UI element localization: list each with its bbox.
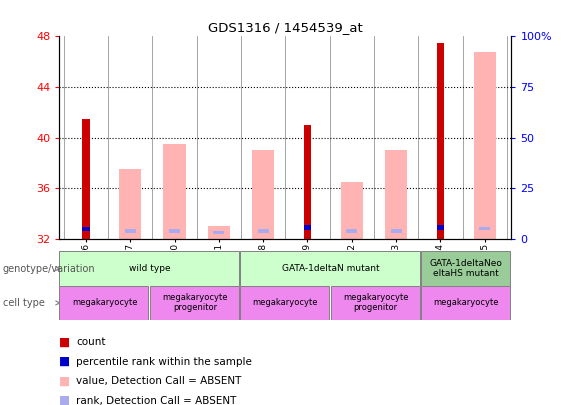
Bar — [119, 169, 141, 239]
Text: ■: ■ — [59, 375, 71, 388]
Bar — [385, 150, 407, 239]
Bar — [473, 52, 496, 239]
Text: megakaryocyte: megakaryocyte — [253, 298, 318, 307]
Bar — [437, 225, 444, 230]
Bar — [303, 225, 311, 230]
Bar — [390, 230, 402, 232]
Bar — [346, 230, 357, 232]
Text: cell type: cell type — [3, 298, 45, 308]
Bar — [240, 286, 329, 320]
Bar — [214, 231, 224, 234]
Text: genotype/variation: genotype/variation — [3, 264, 95, 273]
Text: ■: ■ — [59, 394, 71, 405]
Text: count: count — [76, 337, 106, 347]
Bar — [479, 227, 490, 230]
Bar — [59, 251, 239, 286]
Bar — [169, 230, 180, 232]
Text: percentile rank within the sample: percentile rank within the sample — [76, 357, 252, 367]
Bar — [125, 230, 136, 232]
Text: rank, Detection Call = ABSENT: rank, Detection Call = ABSENT — [76, 396, 237, 405]
Title: GDS1316 / 1454539_at: GDS1316 / 1454539_at — [208, 21, 363, 34]
Bar — [208, 226, 230, 239]
Bar — [341, 182, 363, 239]
Text: ■: ■ — [59, 355, 71, 368]
Bar — [59, 286, 149, 320]
Text: megakaryocyte
progenitor: megakaryocyte progenitor — [343, 293, 408, 312]
Bar — [252, 150, 274, 239]
Bar — [82, 226, 90, 231]
Text: value, Detection Call = ABSENT: value, Detection Call = ABSENT — [76, 376, 242, 386]
Bar — [258, 230, 269, 232]
Text: wild type: wild type — [129, 264, 171, 273]
Bar — [437, 43, 444, 239]
Bar — [150, 286, 239, 320]
Text: ■: ■ — [59, 336, 71, 349]
Text: megakaryocyte: megakaryocyte — [433, 298, 499, 307]
Text: megakaryocyte: megakaryocyte — [72, 298, 137, 307]
Bar — [421, 251, 510, 286]
Bar — [82, 119, 90, 239]
Text: megakaryocyte
progenitor: megakaryocyte progenitor — [162, 293, 228, 312]
Bar — [421, 286, 510, 320]
Text: GATA-1deltaN mutant: GATA-1deltaN mutant — [282, 264, 379, 273]
Bar — [163, 144, 186, 239]
Bar — [331, 286, 420, 320]
Bar — [303, 125, 311, 239]
Text: GATA-1deltaNeo
eltaHS mutant: GATA-1deltaNeo eltaHS mutant — [430, 259, 502, 278]
Bar — [240, 251, 420, 286]
